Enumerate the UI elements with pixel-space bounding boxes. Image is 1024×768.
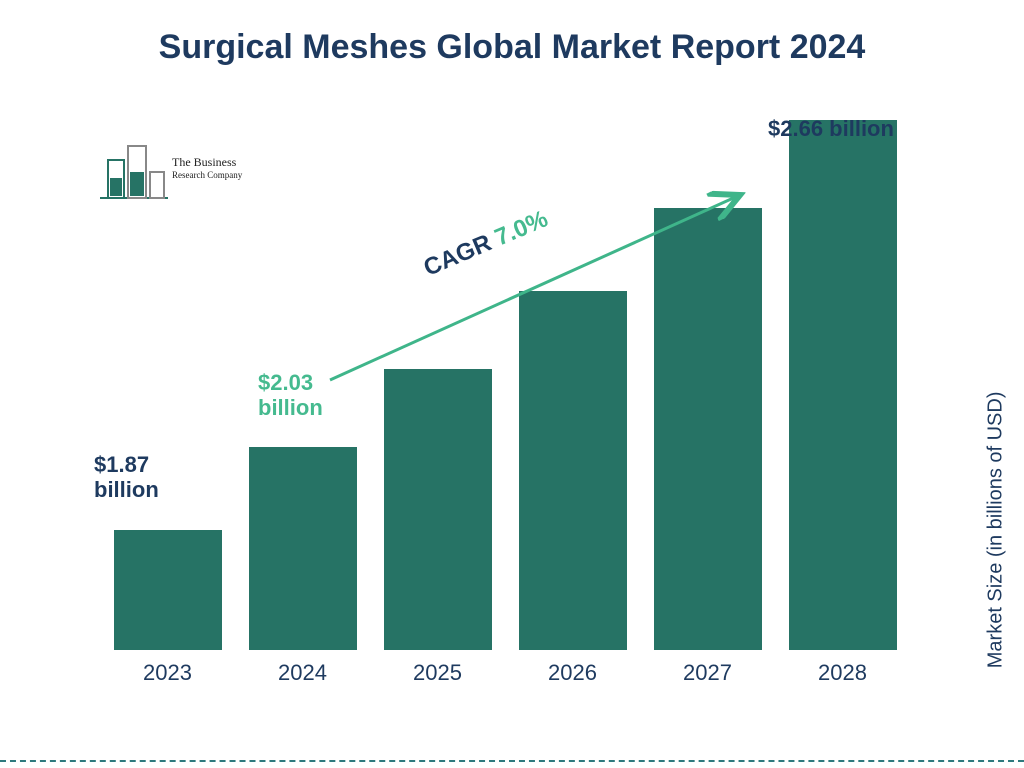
page-title: Surgical Meshes Global Market Report 202… <box>0 28 1024 67</box>
x-axis-label: 2024 <box>278 660 327 686</box>
bar <box>519 291 627 650</box>
bar <box>114 530 222 650</box>
value-callout: $2.03billion <box>258 370 323 421</box>
bar <box>654 208 762 650</box>
bar-slot: 2027 <box>640 208 775 650</box>
y-axis-label: Market Size (in billions of USD) <box>985 392 1008 669</box>
bar-slot: 2024 <box>235 447 370 650</box>
bar-slot: 2026 <box>505 291 640 650</box>
x-axis-label: 2028 <box>818 660 867 686</box>
bar <box>789 120 897 650</box>
bar-slot: 2028 <box>775 120 910 650</box>
value-callout: $1.87billion <box>94 452 159 503</box>
x-axis-label: 2027 <box>683 660 732 686</box>
x-axis-label: 2026 <box>548 660 597 686</box>
x-axis-label: 2023 <box>143 660 192 686</box>
bar <box>384 369 492 650</box>
footer-divider <box>0 760 1024 762</box>
bar-chart: 202320242025202620272028 <box>100 120 910 690</box>
x-axis-label: 2025 <box>413 660 462 686</box>
bar-slot: 2023 <box>100 530 235 650</box>
bar <box>249 447 357 650</box>
bar-slot: 2025 <box>370 369 505 650</box>
value-callout: $2.66 billion <box>768 116 894 141</box>
